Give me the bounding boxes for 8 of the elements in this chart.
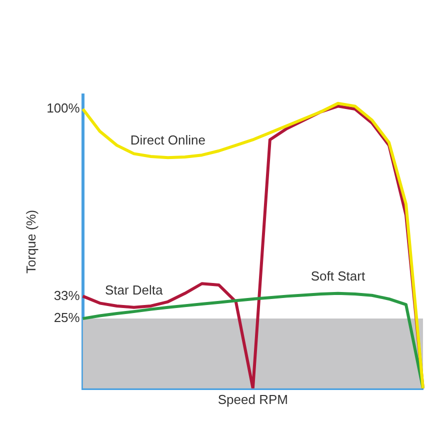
series-label: Soft Start: [310, 268, 366, 284]
series-label: Direct Online: [130, 132, 206, 148]
y-tick-label: 25%: [54, 310, 80, 326]
y-axis-title: Torque (%): [23, 210, 38, 274]
y-tick-label: 100%: [46, 100, 80, 116]
y-tick-label: 33%: [54, 288, 80, 303]
series-label: Star Delta: [104, 282, 164, 298]
x-axis-title: Speed RPM: [218, 392, 288, 407]
